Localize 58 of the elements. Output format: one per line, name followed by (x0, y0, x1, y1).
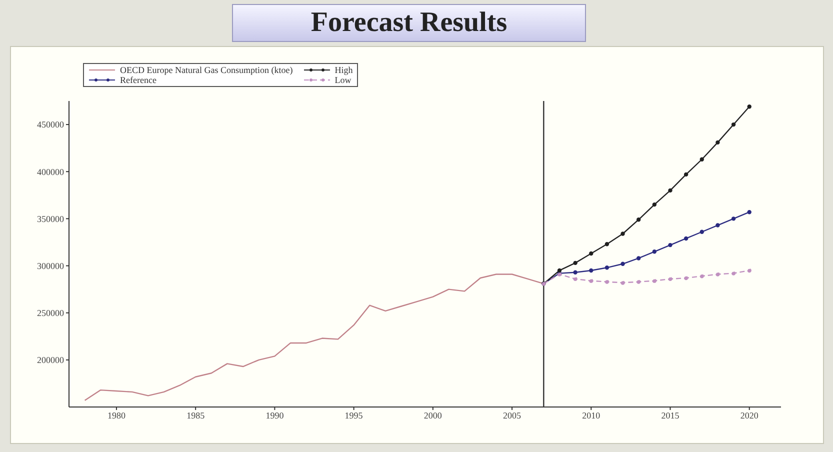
point (589, 278, 594, 283)
point (589, 268, 594, 273)
x-tick-label: 1980 (107, 410, 126, 420)
point (573, 260, 578, 266)
point (573, 270, 578, 274)
point (716, 272, 720, 276)
point (684, 172, 688, 177)
point (636, 256, 641, 260)
x-tick-label: 2010 (582, 410, 601, 420)
point (589, 251, 594, 256)
legend-label: Low (334, 75, 352, 85)
legend-label: Reference (120, 75, 156, 85)
x-tick-label: 1995 (344, 410, 364, 420)
point (652, 278, 657, 283)
x-tick-label: 2000 (424, 410, 442, 420)
point (620, 232, 625, 236)
point (731, 122, 736, 127)
point (716, 140, 720, 145)
x-tick-label: 2015 (661, 410, 680, 420)
point (604, 266, 610, 270)
y-tick-label: 200000 (37, 355, 64, 366)
point (700, 274, 704, 278)
point (668, 242, 672, 248)
chart-title: Forecast Results (232, 4, 586, 42)
point (747, 104, 752, 109)
point (747, 268, 752, 273)
point (604, 280, 610, 284)
y-tick-label: 450000 (37, 120, 64, 130)
point (700, 157, 704, 162)
point (668, 188, 672, 193)
point (573, 276, 578, 282)
point (684, 276, 688, 280)
point (604, 242, 610, 246)
point (716, 223, 720, 228)
x-tick-label: 2005 (503, 410, 522, 420)
point (684, 236, 688, 241)
point (731, 271, 736, 276)
legend-label: OECD Europe Natural Gas Consumption (ktoe) (120, 65, 293, 75)
point (652, 202, 657, 207)
y-tick-label: 250000 (37, 308, 64, 318)
point (652, 250, 657, 254)
point (731, 216, 736, 221)
y-tick-label: 400000 (37, 166, 64, 177)
point (636, 218, 641, 222)
line-series (84, 274, 544, 402)
legend-label: High (334, 65, 353, 75)
point (636, 280, 641, 284)
x-tick-label: 1985 (186, 410, 206, 420)
point (747, 210, 752, 214)
x-tick-label: 1990 (266, 410, 284, 420)
point (620, 262, 625, 266)
y-tick-label: 350000 (37, 214, 64, 224)
point (557, 268, 562, 273)
point (620, 280, 625, 285)
x-tick-label: 2020 (740, 410, 759, 420)
y-tick-label: 300000 (37, 260, 64, 271)
point (700, 230, 704, 234)
point (668, 276, 672, 282)
